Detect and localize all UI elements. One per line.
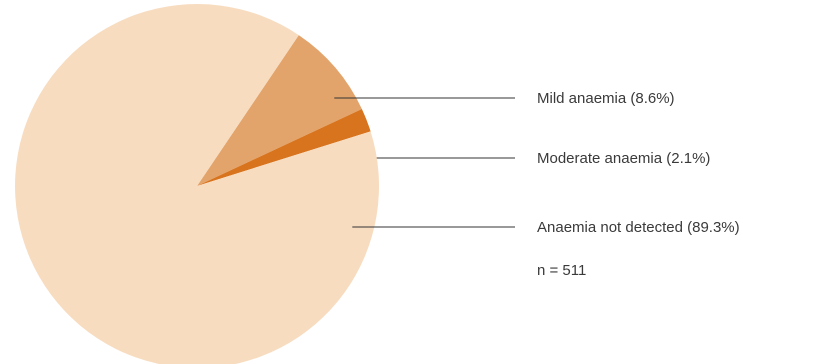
pie-slice-1 [197, 35, 362, 187]
pie-slice-3 [15, 4, 380, 364]
slice-label-3: Anaemia not detected (89.3%) [537, 219, 740, 236]
pie-slice-2 [197, 108, 371, 186]
slice-label-1: Mild anaemia (8.6%) [537, 90, 675, 107]
sample-size-note: n = 511 [537, 262, 587, 279]
slice-label-2: Moderate anaemia (2.1%) [537, 150, 710, 167]
